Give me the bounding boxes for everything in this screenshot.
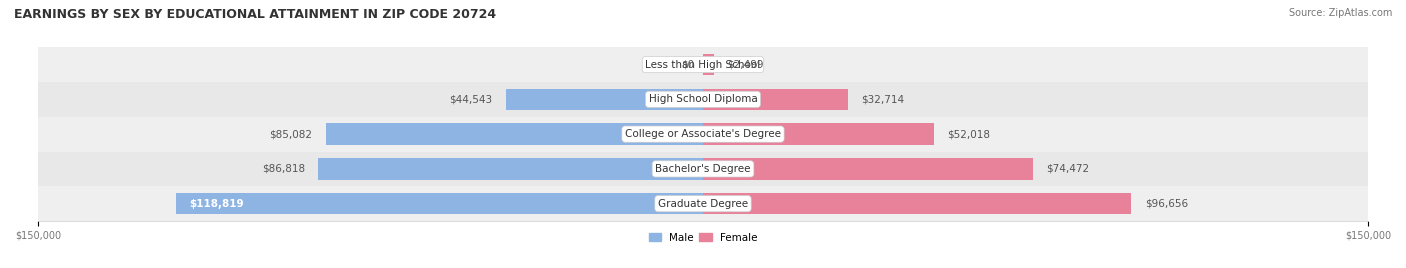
Text: $118,819: $118,819: [190, 199, 245, 209]
Bar: [38, 82, 1368, 117]
Bar: [506, 88, 703, 110]
Text: $96,656: $96,656: [1144, 199, 1188, 209]
Text: $52,018: $52,018: [946, 129, 990, 139]
Text: Bachelor's Degree: Bachelor's Degree: [655, 164, 751, 174]
Bar: [38, 186, 1368, 221]
Bar: [703, 158, 1033, 180]
Text: Graduate Degree: Graduate Degree: [658, 199, 748, 209]
Text: $74,472: $74,472: [1046, 164, 1090, 174]
Bar: [703, 88, 848, 110]
Text: High School Diploma: High School Diploma: [648, 94, 758, 104]
Text: $44,543: $44,543: [449, 94, 492, 104]
Bar: [326, 123, 703, 145]
Text: College or Associate's Degree: College or Associate's Degree: [626, 129, 780, 139]
Text: $85,082: $85,082: [270, 129, 312, 139]
Bar: [38, 151, 1368, 186]
Text: $32,714: $32,714: [862, 94, 904, 104]
Text: $2,499: $2,499: [727, 59, 763, 70]
Bar: [703, 123, 934, 145]
Bar: [703, 193, 1132, 214]
Text: Less than High School: Less than High School: [645, 59, 761, 70]
Bar: [38, 47, 1368, 82]
Bar: [703, 54, 714, 75]
Text: Source: ZipAtlas.com: Source: ZipAtlas.com: [1288, 8, 1392, 18]
Text: EARNINGS BY SEX BY EDUCATIONAL ATTAINMENT IN ZIP CODE 20724: EARNINGS BY SEX BY EDUCATIONAL ATTAINMEN…: [14, 8, 496, 21]
Text: $86,818: $86,818: [262, 164, 305, 174]
Bar: [318, 158, 703, 180]
Text: $0: $0: [681, 59, 695, 70]
Bar: [176, 193, 703, 214]
Legend: Male, Female: Male, Female: [644, 229, 762, 247]
Bar: [38, 117, 1368, 151]
